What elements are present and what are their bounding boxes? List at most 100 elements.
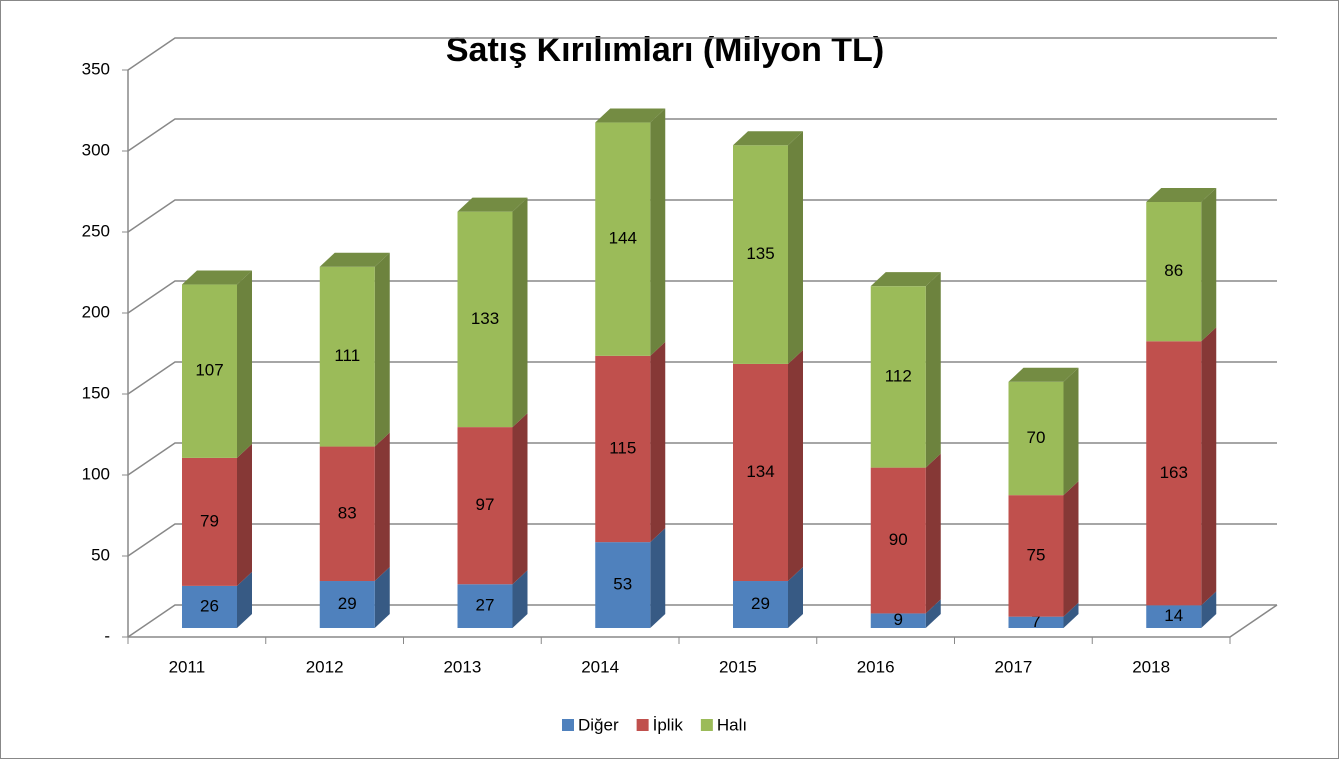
y-tick-label: 150 <box>82 383 110 402</box>
legend-swatch <box>636 719 649 731</box>
bar-top <box>595 108 666 123</box>
bar-top <box>733 131 803 146</box>
x-tick-label: 2013 <box>443 657 481 676</box>
data-label: 144 <box>609 229 637 248</box>
bar-side <box>650 528 666 628</box>
bar <box>733 581 788 628</box>
bar-side <box>1063 367 1079 496</box>
y-tick-label: 100 <box>82 464 110 483</box>
data-label: 70 <box>1027 428 1046 447</box>
bar-side <box>237 270 252 458</box>
bar <box>1008 495 1064 617</box>
bar <box>733 145 788 364</box>
bar-side <box>788 567 803 628</box>
legend-label: Diğer <box>578 715 619 734</box>
bar <box>319 581 375 628</box>
bar <box>182 284 237 458</box>
legend-swatch <box>562 719 574 731</box>
bar-side <box>512 197 528 428</box>
legend-label: İplik <box>653 715 684 734</box>
y-tick-label: 200 <box>82 302 110 321</box>
bar <box>457 584 513 628</box>
bar <box>1008 381 1064 496</box>
bar-side <box>512 413 528 585</box>
data-label: 29 <box>751 594 770 613</box>
y-tick-label: 250 <box>82 221 110 240</box>
data-label: 163 <box>1160 463 1188 482</box>
bar <box>595 542 651 628</box>
y-tick-label: 50 <box>91 545 110 564</box>
bar-side <box>374 567 390 628</box>
data-label: 27 <box>476 596 495 615</box>
data-label: 86 <box>1164 261 1183 280</box>
grid-line <box>127 199 1277 233</box>
bar-top <box>1008 367 1079 382</box>
y-tick-label: 300 <box>82 140 110 159</box>
data-label: 97 <box>476 495 495 514</box>
bar-top <box>1146 187 1217 202</box>
bar <box>733 363 788 582</box>
data-label: 134 <box>746 462 774 481</box>
bar <box>457 211 513 428</box>
x-tick-label: 2011 <box>169 657 206 676</box>
bar-side <box>1063 481 1079 617</box>
data-label: 26 <box>200 596 219 615</box>
bar-side <box>1201 327 1217 606</box>
bar <box>1146 605 1202 628</box>
bar <box>1008 616 1064 628</box>
chart-title: Satış Kırılımları (Milyon TL) <box>446 31 884 69</box>
y-tick-label: 350 <box>82 59 110 78</box>
bar <box>595 355 651 543</box>
grid-line <box>127 37 1277 71</box>
bar-side <box>1201 187 1217 342</box>
bar-side <box>374 252 390 447</box>
bar-side <box>925 453 941 614</box>
data-label: 90 <box>889 530 908 549</box>
bar <box>1146 341 1202 606</box>
bar-side <box>788 349 803 582</box>
bar-side <box>788 131 803 364</box>
bar <box>595 122 651 356</box>
bar-side <box>1063 602 1079 628</box>
data-label: 115 <box>609 438 636 457</box>
bar-side <box>374 432 390 582</box>
x-tick-label: 2017 <box>994 657 1032 676</box>
bar <box>870 286 926 468</box>
data-label: 107 <box>195 361 223 380</box>
data-label: 75 <box>1027 545 1046 564</box>
bar <box>319 446 375 582</box>
x-tick-label: 2015 <box>719 657 757 676</box>
bar-side <box>650 341 666 543</box>
bar-side <box>512 570 528 628</box>
bar <box>457 427 513 585</box>
data-label: 9 <box>894 610 903 629</box>
data-label: 135 <box>746 244 774 263</box>
bar-side <box>237 443 252 586</box>
bar-side <box>650 108 666 356</box>
data-label: 14 <box>1164 606 1183 625</box>
bar-top <box>870 272 941 287</box>
bar <box>319 266 375 447</box>
legend-label: Halı <box>717 715 747 734</box>
y-tick-label: - <box>104 626 110 645</box>
data-label: 7 <box>1031 612 1040 631</box>
grid-line <box>127 118 1277 152</box>
bar-side <box>1201 591 1217 628</box>
bar-top <box>457 197 528 212</box>
x-tick-label: 2012 <box>306 657 344 676</box>
data-label: 133 <box>471 309 499 328</box>
data-label: 29 <box>338 594 357 613</box>
bar-side <box>925 599 941 628</box>
legend-swatch <box>700 719 713 731</box>
data-label: 83 <box>338 503 357 522</box>
data-label: 112 <box>885 366 912 385</box>
x-tick-label: 2018 <box>1132 657 1170 676</box>
bar <box>1146 201 1202 342</box>
bar <box>182 457 237 586</box>
x-tick-label: 2016 <box>857 657 895 676</box>
bar-top <box>182 270 252 285</box>
data-label: 79 <box>200 511 219 530</box>
bar <box>870 467 926 614</box>
bar-side <box>925 272 941 468</box>
